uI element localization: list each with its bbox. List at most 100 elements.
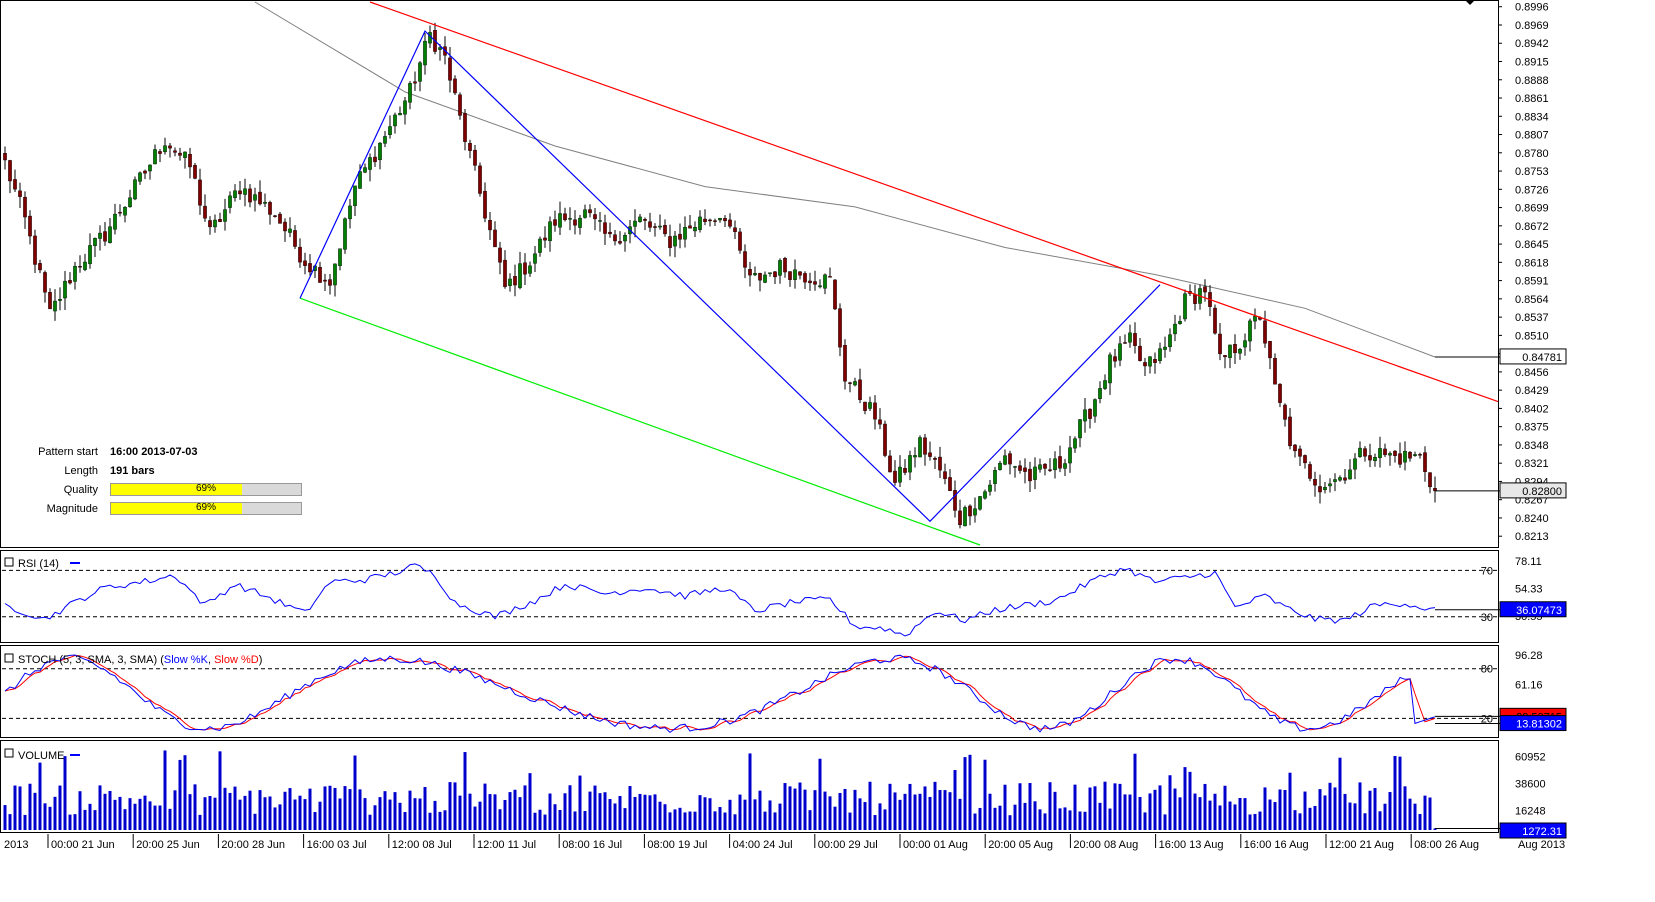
volume-bar	[1273, 802, 1277, 830]
volume-bar	[938, 790, 942, 830]
volume-bar	[563, 793, 567, 830]
candle-body	[533, 253, 537, 264]
volume-bar	[598, 793, 602, 830]
volume-bar	[58, 785, 62, 830]
candle-body	[988, 484, 992, 492]
candle-body	[223, 209, 227, 222]
candle-body	[1298, 448, 1302, 457]
price-tick-label: 0.8321	[1515, 458, 1549, 470]
volume-bar	[223, 787, 227, 830]
price-tick-label: 0.8348	[1515, 440, 1549, 452]
volume-bar	[498, 809, 502, 830]
scroll-marker-icon[interactable]	[1465, 0, 1475, 5]
candle-body	[1348, 469, 1352, 480]
candle-body	[928, 452, 932, 457]
candle-body	[1398, 453, 1402, 465]
candle-body	[903, 467, 907, 473]
candle-body	[728, 219, 732, 227]
candle-body	[268, 202, 272, 215]
volume-bar	[1188, 771, 1192, 830]
candle-body	[743, 251, 747, 268]
stoch-d-line	[4, 654, 1436, 731]
volume-bar	[373, 805, 377, 830]
stoch-k-label: Slow %K	[164, 654, 209, 666]
candle-body	[88, 245, 92, 265]
volume-bar	[1168, 775, 1172, 830]
volume-bar	[913, 794, 917, 830]
volume-bar	[978, 807, 982, 830]
volume-bar	[788, 786, 792, 830]
candle-body	[1143, 362, 1147, 367]
candle-body	[243, 188, 247, 195]
volume-bar	[83, 809, 87, 830]
volume-bar	[1203, 783, 1207, 830]
candle-body	[1323, 487, 1327, 491]
volume-bar	[948, 792, 952, 830]
volume-bar	[243, 795, 247, 830]
volume-bar	[868, 781, 872, 830]
time-label: 16:00 03 Jul	[307, 839, 367, 851]
rsi-close-icon[interactable]	[4, 557, 14, 567]
volume-bar	[1358, 782, 1362, 830]
volume-tick-label: 60952	[1515, 751, 1546, 763]
volume-bar	[1043, 813, 1047, 830]
candle-body	[578, 217, 582, 228]
candle-body	[1138, 345, 1142, 361]
candle-body	[1068, 447, 1072, 464]
candle-body	[1328, 483, 1332, 487]
quality-value: 69%	[195, 483, 216, 494]
candle-body	[798, 271, 802, 276]
stoch-title-group: STOCH (5, 3, SMA, 3, SMA) (Slow %K, Slow…	[4, 653, 262, 666]
candle-body	[33, 235, 37, 265]
volume-bar	[1338, 757, 1342, 830]
candle-body	[973, 508, 977, 516]
candle-body	[558, 213, 562, 228]
volume-bar	[593, 785, 597, 830]
candle-body	[978, 496, 982, 510]
volume-bar	[1288, 772, 1292, 830]
candle-body	[553, 219, 557, 226]
price-tick-label: 0.8996	[1515, 2, 1549, 14]
candle-body	[448, 57, 452, 81]
volume-bar	[323, 786, 327, 830]
volume-bar	[633, 796, 637, 830]
candle-body	[703, 218, 707, 222]
candle-body	[363, 167, 367, 173]
candle-body	[708, 219, 712, 222]
candle-body	[863, 401, 867, 411]
time-label: 16:00 13 Aug	[1159, 839, 1224, 851]
volume-close-icon[interactable]	[4, 748, 14, 758]
volume-bar	[953, 770, 957, 830]
volume-bar	[823, 791, 827, 830]
volume-bar	[678, 807, 682, 830]
price-tick-label: 0.8807	[1515, 130, 1549, 142]
volume-bar	[558, 810, 562, 830]
volume-bar	[513, 789, 517, 830]
candle-body	[298, 246, 302, 263]
candle-body	[698, 216, 702, 230]
volume-bar	[388, 799, 392, 830]
candle-body	[1268, 341, 1272, 359]
volume-bar	[1198, 797, 1202, 830]
candle-body	[1093, 399, 1097, 417]
candle-body	[78, 266, 82, 268]
volume-bar	[158, 805, 162, 830]
candle-body	[653, 226, 657, 228]
candle-body	[1353, 458, 1357, 470]
volume-title-group: VOLUME	[4, 748, 80, 762]
volume-bar	[133, 803, 137, 830]
candle-body	[1063, 463, 1067, 469]
stoch-close-icon[interactable]	[4, 653, 14, 663]
volume-tick-label: 38600	[1515, 778, 1546, 790]
volume-bar	[108, 790, 112, 830]
volume-bar	[78, 791, 82, 830]
price-tick-label: 0.8564	[1515, 294, 1549, 306]
candlesticks	[3, 22, 1437, 529]
volume-bar	[398, 802, 402, 830]
price-tick-label: 0.8618	[1515, 257, 1549, 269]
candle-body	[103, 231, 107, 242]
candle-body	[118, 211, 122, 214]
candle-body	[1283, 404, 1287, 420]
